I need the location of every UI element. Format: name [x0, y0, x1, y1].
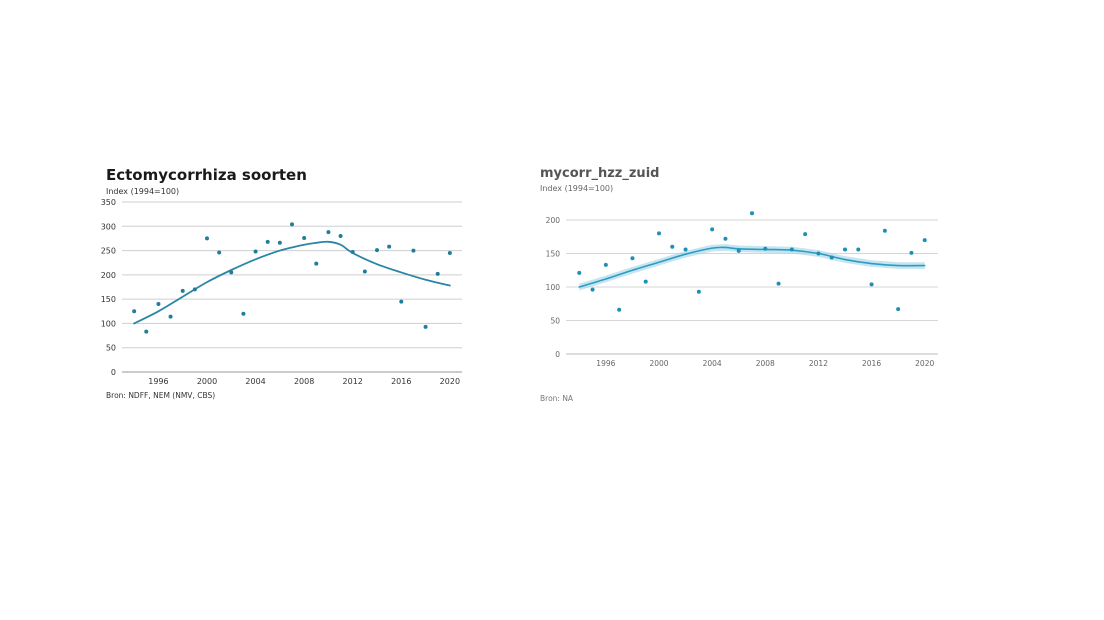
data-point	[241, 311, 246, 316]
y-tick-label: 250	[101, 247, 116, 256]
data-point	[302, 235, 307, 240]
data-point	[156, 302, 161, 306]
trend-confidence-band	[579, 244, 925, 291]
data-point	[387, 244, 392, 249]
chart-subtitle: Index (1994=100)	[540, 184, 614, 193]
data-point	[265, 239, 270, 244]
data-point	[362, 269, 367, 274]
data-point	[683, 247, 688, 252]
x-tick-label: 2000	[649, 359, 668, 368]
data-point	[856, 247, 861, 252]
x-tick-label: 1996	[596, 359, 615, 368]
data-point	[617, 307, 622, 312]
data-point	[710, 227, 715, 232]
y-tick-label: 100	[546, 283, 561, 292]
data-point	[168, 314, 173, 319]
data-point	[290, 222, 294, 227]
data-point	[277, 240, 282, 245]
y-tick-label: 50	[550, 317, 560, 326]
chart-ectomycorrhiza: Ectomycorrhiza soorten Index (1994=100) …	[92, 160, 472, 410]
data-point	[829, 255, 834, 260]
chart-source: Bron: NDFF, NEM (NMV, CBS)	[106, 391, 216, 400]
data-point	[399, 299, 404, 304]
chart-title: mycorr_hzz_zuid	[540, 166, 660, 181]
data-point	[603, 262, 608, 267]
chart-source: Bron: NA	[540, 394, 574, 403]
y-tick-label: 300	[101, 222, 116, 231]
data-point	[205, 236, 209, 241]
data-point	[192, 287, 197, 292]
data-point	[843, 247, 847, 252]
chart-mycorr-hzz-zuid: mycorr_hzz_zuid Index (1994=100) 0 50 100 1…	[526, 160, 946, 410]
data-point	[577, 270, 582, 275]
x-tick-label: 2020	[915, 359, 934, 368]
data-point	[630, 256, 635, 261]
data-point	[326, 230, 331, 235]
plot-area: 0 50 100 150 200 250 300 350 1996 2000 2004 2008 201…	[101, 198, 462, 386]
x-tick-label: 1996	[148, 377, 168, 386]
data-point	[763, 246, 768, 251]
data-point	[789, 247, 794, 252]
x-tick-label: 2020	[440, 377, 460, 386]
data-point	[375, 248, 379, 253]
y-tick-label: 350	[101, 198, 116, 207]
data-point	[217, 250, 222, 255]
data-point	[922, 238, 927, 243]
chart-subtitle: Index (1994=100)	[106, 187, 180, 196]
x-tick-label: 2004	[245, 377, 265, 386]
data-point	[896, 307, 901, 312]
x-tick-label: 2012	[809, 359, 828, 368]
x-tick-label: 2016	[862, 359, 881, 368]
data-point	[435, 271, 440, 276]
y-tick-label: 200	[101, 271, 116, 280]
data-point	[803, 232, 808, 237]
y-tick-label: 200	[546, 216, 561, 225]
y-tick-label: 0	[555, 350, 560, 359]
x-tick-label: 2008	[294, 377, 314, 386]
trend-line	[578, 246, 926, 288]
data-point	[750, 211, 754, 216]
data-point	[643, 279, 648, 284]
data-point	[314, 261, 319, 266]
data-point	[338, 234, 343, 238]
data-point	[882, 228, 887, 233]
data-point	[723, 236, 728, 241]
y-tick-label: 0	[111, 368, 116, 377]
data-point	[132, 309, 137, 314]
x-tick-label: 2016	[391, 377, 411, 386]
x-tick-label: 2008	[756, 359, 775, 368]
y-tick-label: 150	[101, 295, 116, 304]
data-point	[590, 287, 595, 292]
data-point	[696, 289, 701, 294]
data-point	[229, 270, 234, 275]
data-point	[253, 249, 258, 254]
y-tick-label: 100	[101, 319, 116, 328]
x-tick-label: 2000	[197, 377, 217, 386]
data-point	[736, 248, 741, 253]
y-tick-label: 50	[106, 344, 116, 353]
data-point	[423, 324, 428, 329]
data-point	[447, 251, 452, 255]
x-tick-label: 2012	[343, 377, 363, 386]
data-point	[670, 244, 675, 249]
data-point	[411, 248, 416, 253]
data-point	[350, 250, 355, 255]
data-point	[869, 282, 874, 287]
data-point	[180, 288, 185, 293]
x-tick-label: 2004	[703, 359, 722, 368]
data-point	[776, 281, 781, 286]
data-point	[816, 251, 821, 256]
data-point	[657, 231, 661, 236]
plot-area: 0 50 100 150 200 1996 2000 2004 2008 2012 2016 2020	[546, 211, 938, 368]
trend-line	[133, 240, 451, 325]
y-tick-label: 150	[546, 250, 561, 259]
chart-title: Ectomycorrhiza soorten	[106, 166, 307, 184]
data-point	[909, 250, 914, 255]
data-point	[144, 329, 149, 334]
